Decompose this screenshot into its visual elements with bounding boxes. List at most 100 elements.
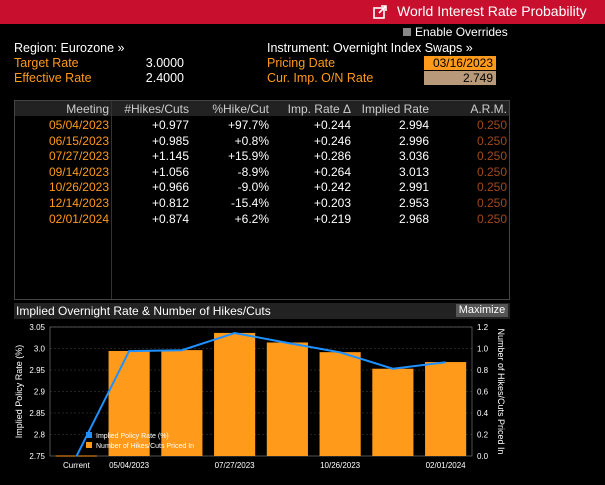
bar-mark xyxy=(161,350,203,456)
chart-header: Implied Overnight Rate & Number of Hikes… xyxy=(14,303,510,319)
cell-meeting-date: 12/14/2023 xyxy=(48,196,109,210)
col-arm[interactable]: A.R.M. xyxy=(470,102,507,116)
y2-tick-label: 1.2 xyxy=(477,323,489,332)
cell-imp-rate-delta: +0.242 xyxy=(313,180,351,195)
cell-hikes-cuts: +0.966 xyxy=(151,180,189,195)
col-pct-hike-cut[interactable]: %Hike/Cut xyxy=(212,102,269,116)
title-bar: World Interest Rate Probability xyxy=(0,0,605,24)
cell-meeting-date: 05/04/2023 xyxy=(48,118,109,132)
target-rate-label: Target Rate xyxy=(14,56,79,70)
cell-pct-hike-cut: -15.4% xyxy=(230,196,269,210)
y2-tick-label: 0.6 xyxy=(477,388,489,397)
cur-imp-rate-label: Cur. Imp. O/N Rate xyxy=(267,71,374,85)
cell-meeting-date: 02/01/2024 xyxy=(48,211,109,226)
y-tick-label: 2.9 xyxy=(34,388,46,397)
effective-rate-label: Effective Rate xyxy=(14,71,92,85)
cell-pct-hike-cut: +0.8% xyxy=(234,133,269,148)
cell-hikes-cuts: +0.977 xyxy=(151,118,189,132)
meetings-table: Meeting #Hikes/Cuts %Hike/Cut Imp. Rate … xyxy=(14,100,510,300)
cell-hikes-cuts: +0.874 xyxy=(151,211,189,226)
bar-mark xyxy=(425,362,467,456)
cell-implied-rate: 2.968 xyxy=(398,211,429,226)
x-tick-label: 07/27/2023 xyxy=(215,461,256,470)
cell-implied-rate: 3.036 xyxy=(398,149,429,164)
cell-pct-hike-cut: +97.7% xyxy=(227,118,269,132)
x-tick-label: 02/01/2024 xyxy=(426,461,467,470)
y-tick-label: 3.05 xyxy=(29,323,45,332)
window-title: World Interest Rate Probability xyxy=(397,3,587,19)
bar-mark xyxy=(266,342,308,456)
cell-meeting-date: 07/27/2023 xyxy=(48,149,109,164)
chart-title: Implied Overnight Rate & Number of Hikes… xyxy=(16,304,271,318)
cell-imp-rate-delta: +0.264 xyxy=(313,164,351,179)
cell-arm: 0.250 xyxy=(476,196,507,210)
legend-label-bar: Number of Hikes/Cuts Priced In xyxy=(96,443,194,450)
x-tick-label: 10/26/2023 xyxy=(320,461,361,470)
target-rate-value: 3.0000 xyxy=(145,56,184,70)
cell-implied-rate: 2.991 xyxy=(398,180,429,195)
cell-imp-rate-delta: +0.219 xyxy=(313,211,351,226)
instrument-selector[interactable]: Instrument: Overnight Index Swaps » xyxy=(267,41,473,55)
cell-arm: 0.250 xyxy=(476,164,507,179)
y-tick-label: 2.95 xyxy=(29,366,45,375)
maximize-button[interactable]: Maximize xyxy=(456,304,508,317)
cell-meeting-date: 09/14/2023 xyxy=(48,164,109,179)
y-tick-label: 2.85 xyxy=(29,409,45,418)
cell-hikes-cuts: +0.985 xyxy=(151,133,189,148)
pricing-date-input[interactable]: 03/16/2023 xyxy=(424,56,496,70)
cell-pct-hike-cut: -8.9% xyxy=(237,164,269,179)
y-axis-title: Implied Policy Rate (%) xyxy=(14,345,24,439)
cell-arm: 0.250 xyxy=(476,149,507,164)
bar-mark xyxy=(372,368,414,456)
bar-mark xyxy=(108,350,150,456)
rate-chart: 3.05 3.0 2.95 2.9 2.85 2.8 2.75 1.2 1.0 0.8 0.6 0.4… xyxy=(14,323,506,470)
cell-meeting-date: 10/26/2023 xyxy=(48,180,109,195)
x-tick-label: Current xyxy=(63,461,90,470)
cell-pct-hike-cut: +15.9% xyxy=(227,149,269,164)
line-series xyxy=(75,331,446,457)
cell-meeting-date: 06/15/2023 xyxy=(48,133,109,148)
cell-hikes-cuts: +0.812 xyxy=(151,196,189,210)
cell-imp-rate-delta: +0.246 xyxy=(313,133,351,148)
enable-overrides-checkbox[interactable] xyxy=(403,28,411,36)
col-hikes-cuts[interactable]: #Hikes/Cuts xyxy=(124,102,189,116)
external-link-icon[interactable] xyxy=(373,5,387,19)
pricing-date-label: Pricing Date xyxy=(267,56,336,70)
cell-arm: 0.250 xyxy=(476,133,507,148)
legend-swatch-bar xyxy=(86,442,92,448)
col-implied-rate[interactable]: Implied Rate xyxy=(361,102,429,116)
col-meeting[interactable]: Meeting xyxy=(66,102,109,116)
y2-axis-title: Number of Hikes/Cuts Priced In xyxy=(496,328,506,454)
x-tick-label: 05/04/2023 xyxy=(109,461,150,470)
cell-pct-hike-cut: -9.0% xyxy=(237,180,269,195)
table-header: Meeting #Hikes/Cuts %Hike/Cut Imp. Rate … xyxy=(15,101,509,116)
cell-implied-rate: 3.013 xyxy=(398,164,429,179)
plot-frame xyxy=(49,326,473,457)
y-tick-label: 3.0 xyxy=(34,345,46,354)
bar-mark xyxy=(319,352,361,456)
cell-implied-rate: 2.953 xyxy=(398,196,429,210)
cell-implied-rate: 2.994 xyxy=(398,118,429,132)
cell-imp-rate-delta: +0.244 xyxy=(313,118,351,132)
bar-mark xyxy=(214,332,256,456)
y-tick-label: 2.75 xyxy=(29,452,45,461)
enable-overrides-label[interactable]: Enable Overrides xyxy=(415,25,508,39)
cell-imp-rate-delta: +0.203 xyxy=(313,196,351,210)
y2-tick-label: 0.4 xyxy=(477,409,489,418)
cell-hikes-cuts: +1.145 xyxy=(151,149,189,164)
y-tick-label: 2.8 xyxy=(34,431,46,440)
col-imp-rate-delta[interactable]: Imp. Rate Δ xyxy=(287,102,351,116)
cell-arm: 0.250 xyxy=(476,180,507,195)
cell-hikes-cuts: +1.056 xyxy=(151,164,189,179)
effective-rate-value: 2.4000 xyxy=(145,71,184,85)
y2-tick-label: 0.8 xyxy=(477,366,489,375)
legend-swatch-line xyxy=(86,432,92,438)
region-selector[interactable]: Region: Eurozone » xyxy=(14,41,125,55)
cell-pct-hike-cut: +6.2% xyxy=(234,211,269,226)
cell-arm: 0.250 xyxy=(476,118,507,132)
cell-imp-rate-delta: +0.286 xyxy=(313,149,351,164)
legend-label-line: Implied Policy Rate (%) xyxy=(96,433,169,440)
y2-tick-label: 1.0 xyxy=(477,345,489,354)
cell-implied-rate: 2.996 xyxy=(398,133,429,148)
cur-imp-rate-input[interactable]: 2.749 xyxy=(424,71,496,85)
